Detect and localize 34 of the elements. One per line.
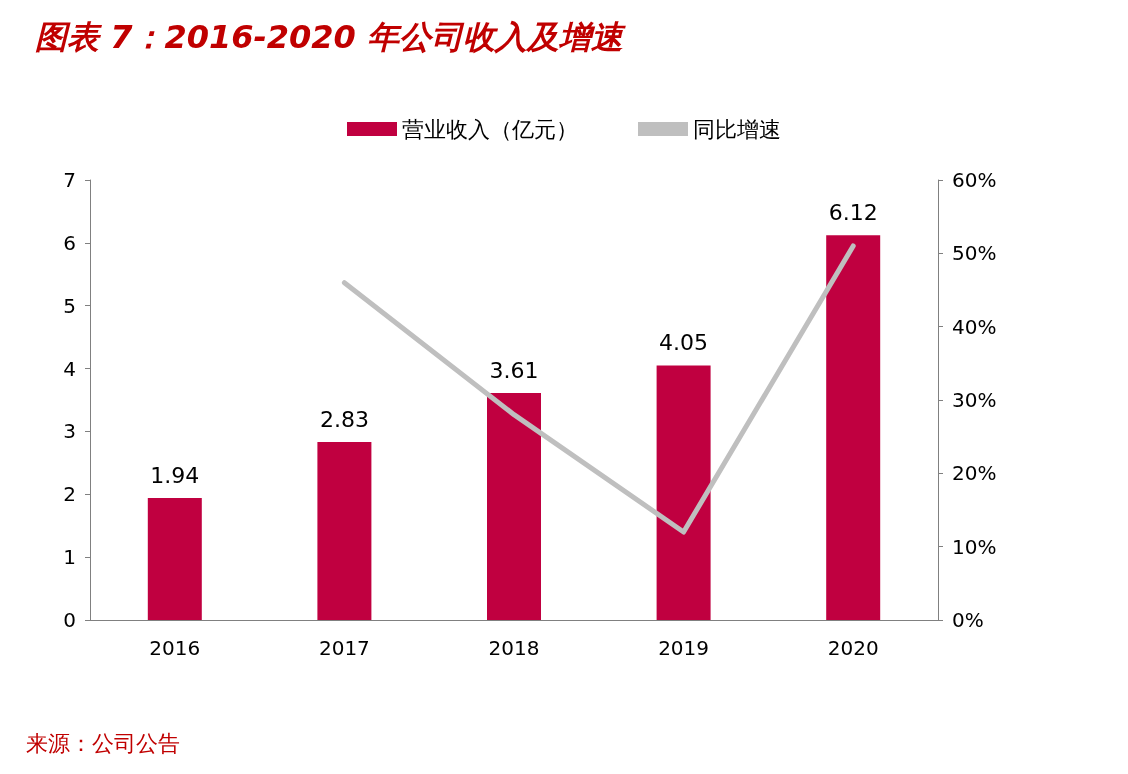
x-tick-label: 2018 [488,636,540,660]
y2-tick-label: 60% [952,168,997,192]
x-tick-label: 2017 [318,636,370,660]
y-tick-label: 4 [63,356,76,381]
bar [656,365,711,620]
y-tick-label: 5 [63,293,76,318]
y-tick-label: 7 [63,168,76,192]
y2-tick-label: 30% [952,388,997,412]
bar [147,498,202,620]
chart-title: 图表 7：2016-2020 年公司收入及增速 [35,18,626,56]
x-tick-label: 2016 [149,636,201,660]
legend-label: 营业收入（亿元） [402,116,578,142]
y-tick-label: 1 [63,545,76,570]
y-tick-label: 0 [63,608,76,632]
bar [826,235,881,620]
y2-tick-label: 10% [952,534,997,559]
data-label: 6.12 [828,199,878,225]
bar [487,393,541,620]
y2-tick-label: 40% [952,314,997,339]
y2-tick-label: 50% [952,241,997,266]
y2-tick-label: 20% [952,461,997,486]
legend-label: 同比增速 [693,116,781,142]
y-tick-label: 2 [63,482,76,507]
x-tick-label: 2019 [658,636,710,660]
y-tick-label: 6 [63,230,76,255]
bar [317,442,372,620]
y-tick-label: 3 [63,419,76,444]
x-tick-label: 2020 [827,636,879,660]
data-label: 4.05 [659,329,709,355]
data-label: 1.94 [150,462,200,488]
y2-tick-label: 0% [952,608,984,632]
source-note: 来源：公司公告 [26,730,180,756]
data-label: 2.83 [319,406,369,432]
data-label: 3.61 [489,357,539,383]
